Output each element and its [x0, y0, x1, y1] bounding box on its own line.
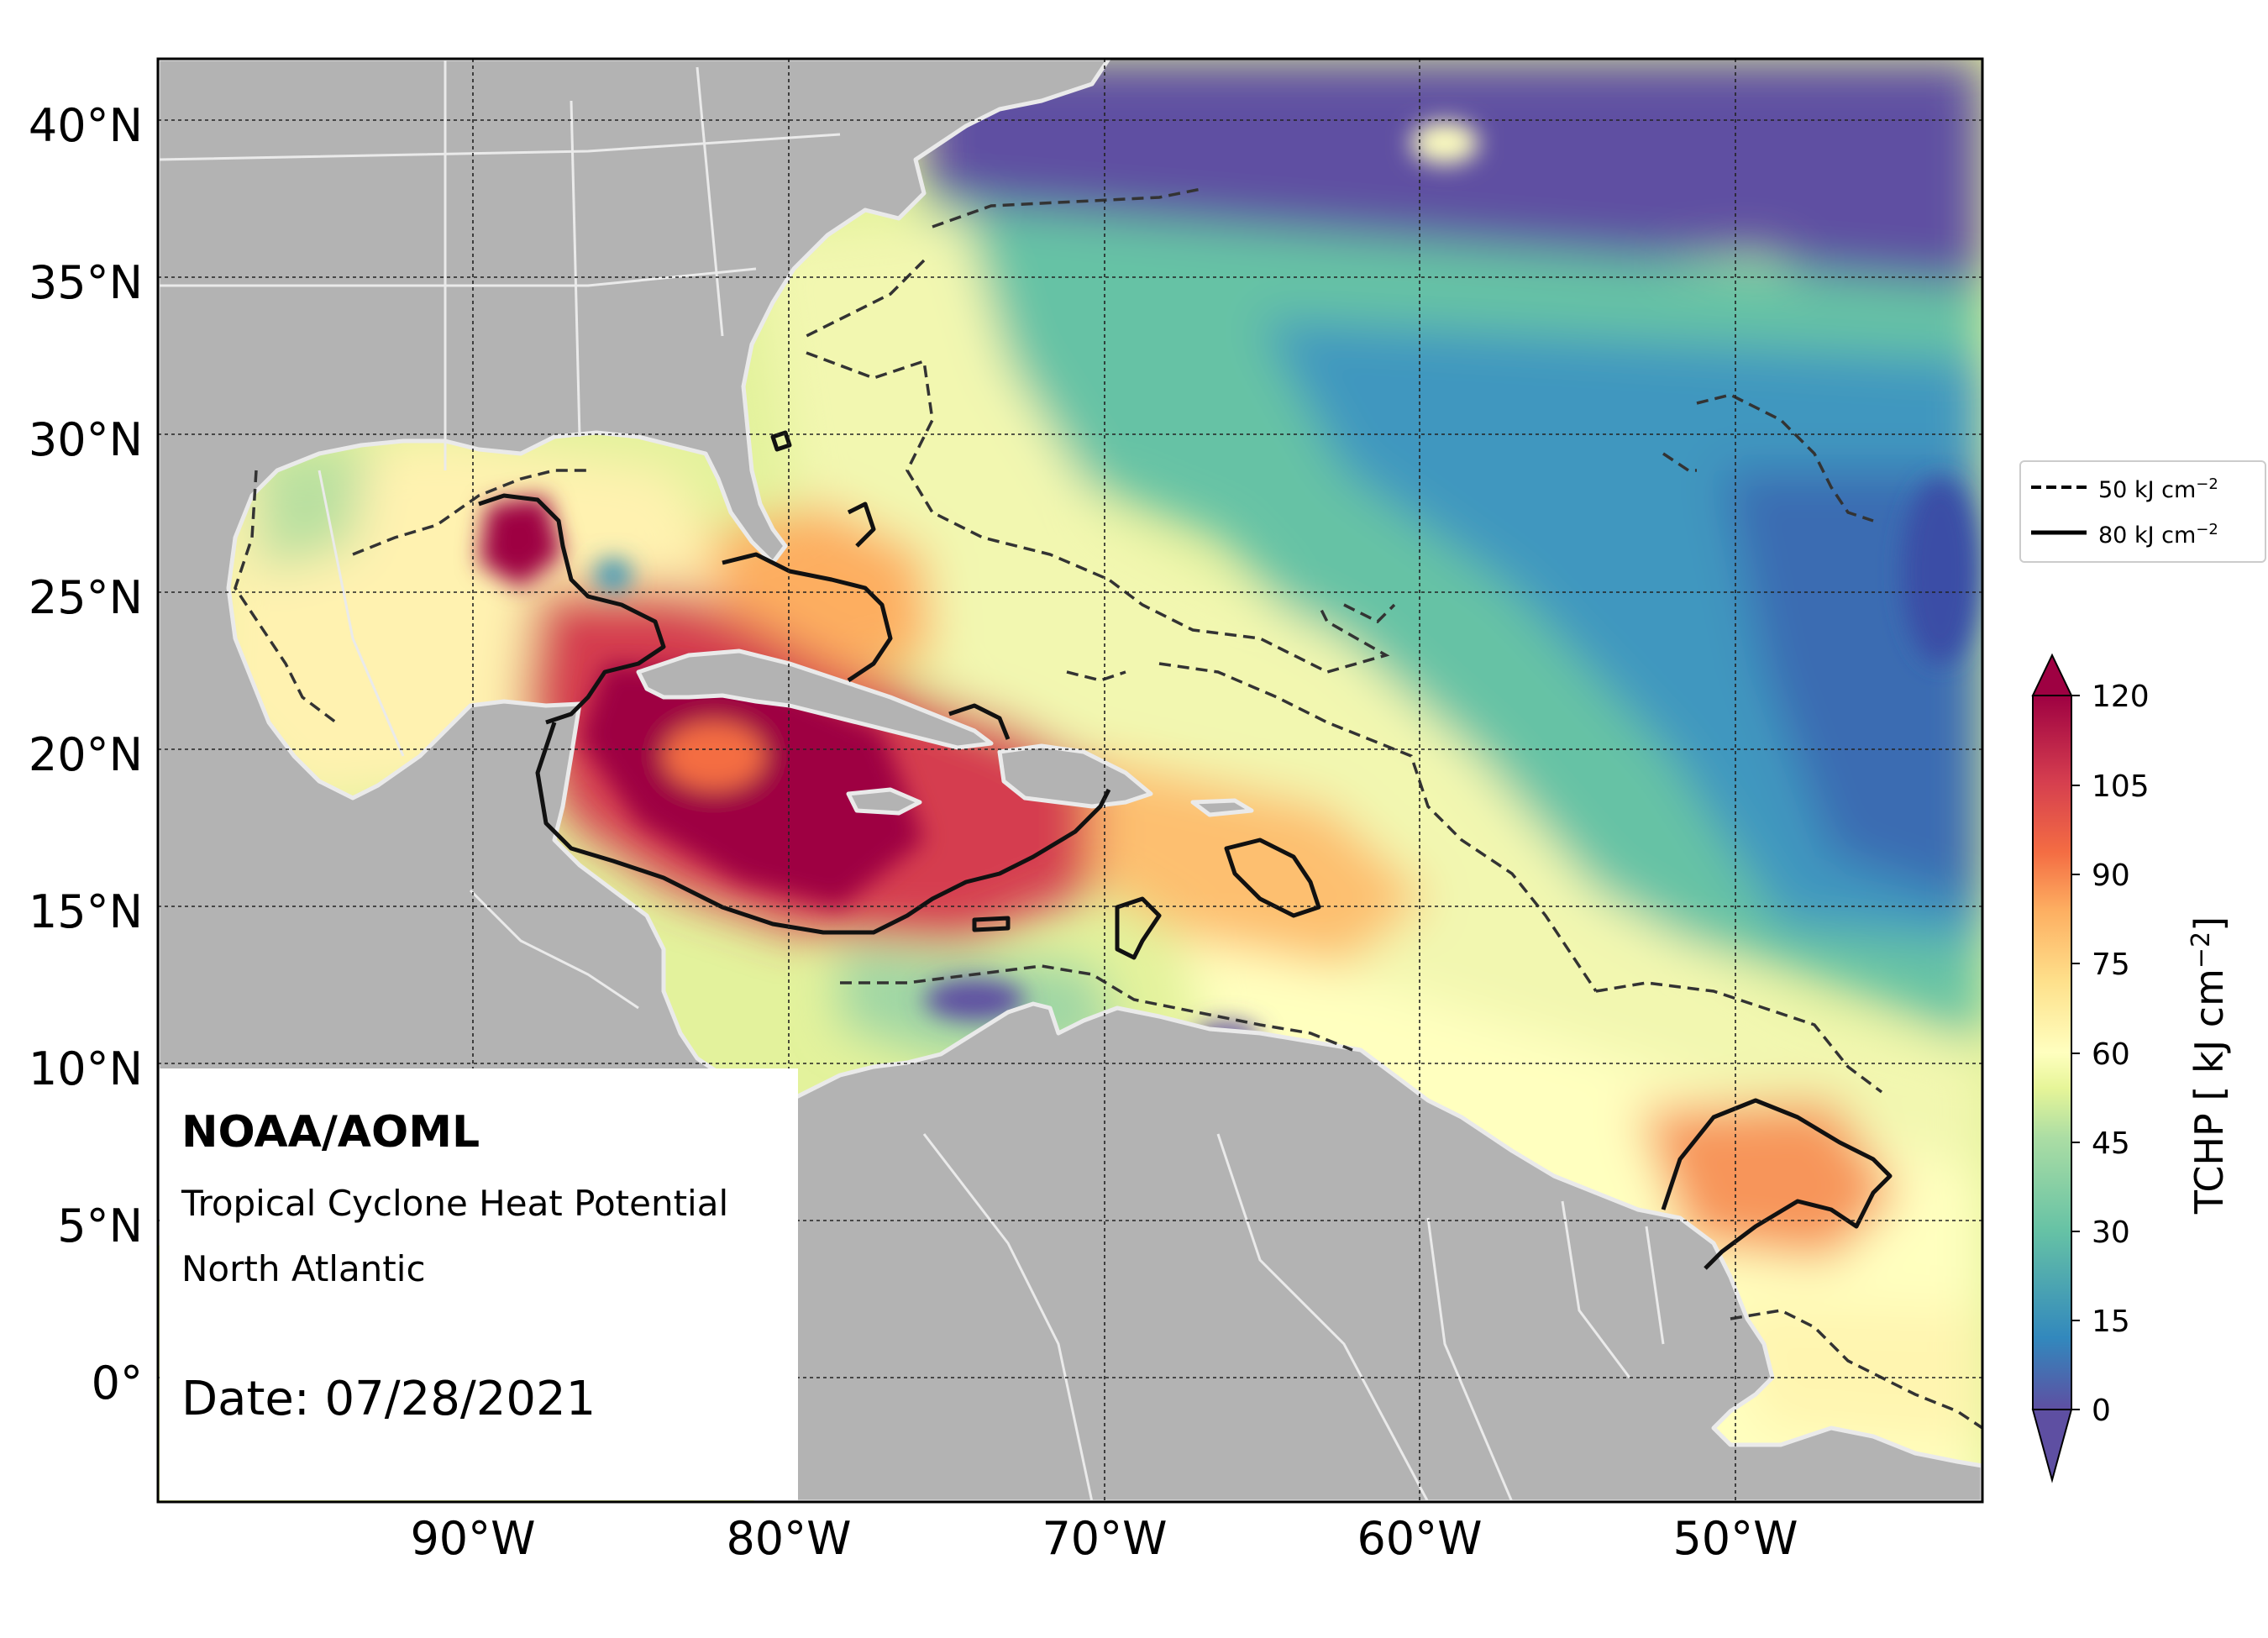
- legend-exponent: −2: [2196, 521, 2218, 538]
- lon-tick-label: 50°W: [1672, 1512, 1798, 1565]
- colorbar-tick: 0: [2092, 1394, 2111, 1428]
- lon-tick-label: 80°W: [726, 1512, 852, 1565]
- colorbar-tick: 75: [2092, 948, 2130, 982]
- colorbar-tick: 45: [2092, 1126, 2130, 1161]
- legend-item-80: 80 kJ cm−2: [2021, 516, 2265, 549]
- colorbar-title: TCHP [ kJ cm−2]: [2187, 916, 2232, 1214]
- tchp-field: [158, 59, 1982, 1502]
- lat-tick-label: 25°N: [28, 571, 143, 624]
- lat-tick-label: 35°N: [28, 256, 143, 309]
- political-borders: [158, 59, 1665, 1502]
- date-label: Date: 07/28/2021: [181, 1372, 596, 1426]
- product-name: Tropical Cyclone Heat Potential: [181, 1183, 729, 1224]
- lon-tick-label: 90°W: [410, 1512, 536, 1565]
- legend-label-50: 50 kJ cm: [2098, 477, 2197, 503]
- colorbar: [2031, 653, 2080, 1483]
- lat-tick-label: 40°N: [28, 99, 143, 152]
- legend-exponent: −2: [2196, 475, 2218, 493]
- lat-tick-label: 10°N: [28, 1042, 143, 1095]
- colorbar-title-suffix: ]: [2187, 916, 2233, 932]
- contour-80: [478, 430, 1893, 1270]
- colorbar-tick: 60: [2092, 1037, 2130, 1072]
- contour-legend: 50 kJ cm−2 80 kJ cm−2: [2019, 460, 2266, 563]
- colorbar-title-prefix: TCHP [ kJ cm: [2187, 969, 2233, 1215]
- annotation-box: [160, 1068, 798, 1500]
- solid-line-icon: [2031, 530, 2087, 535]
- lon-tick-label: 70°W: [1042, 1512, 1168, 1565]
- graticule: [158, 59, 1982, 1502]
- legend-label-80: 80 kJ cm: [2098, 522, 2197, 549]
- colorbar-tick: 15: [2092, 1305, 2130, 1339]
- colorbar-title-exponent: −2: [2186, 931, 2216, 969]
- land-masses: [158, 59, 1982, 1502]
- map-frame: [156, 57, 1984, 1504]
- colorbar-tick: 120: [2092, 680, 2150, 714]
- lat-tick-label: 20°N: [28, 728, 143, 781]
- lat-tick-label: 15°N: [28, 885, 143, 938]
- region-name: North Atlantic: [181, 1248, 426, 1289]
- legend-item-50: 50 kJ cm−2: [2021, 470, 2265, 504]
- lon-tick-label: 60°W: [1357, 1512, 1483, 1565]
- colorbar-tick: 90: [2092, 858, 2130, 893]
- colorbar-tick: 30: [2092, 1215, 2130, 1250]
- lat-tick-label: 30°N: [28, 413, 143, 466]
- agency-title: NOAA/AOML: [181, 1107, 480, 1158]
- lat-tick-label: 0°: [91, 1357, 143, 1410]
- lat-tick-label: 5°N: [57, 1200, 143, 1252]
- dashed-line-icon: [2031, 486, 2087, 489]
- colorbar-tick: 105: [2092, 769, 2150, 804]
